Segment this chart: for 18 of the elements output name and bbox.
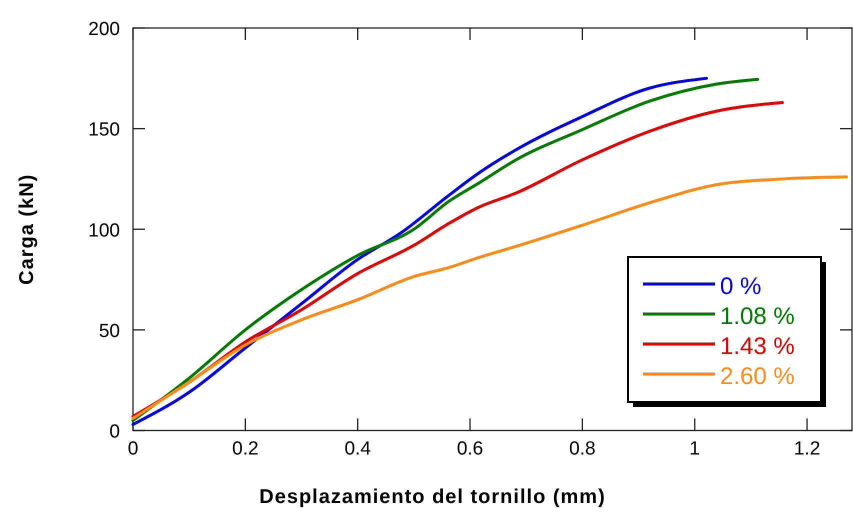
legend-label: 1.43 % bbox=[720, 333, 795, 360]
x-tick-label: 1 bbox=[689, 438, 700, 460]
x-tick-label: 0.8 bbox=[569, 438, 596, 460]
x-tick-label: 0.4 bbox=[344, 438, 372, 460]
y-axis-title: Carga (kN) bbox=[16, 174, 38, 285]
x-axis-title: Desplazamiento del tornillo (mm) bbox=[259, 486, 606, 508]
y-tick-label: 0 bbox=[109, 422, 120, 442]
x-tick-label: 0.2 bbox=[232, 438, 259, 460]
y-tick-label: 100 bbox=[88, 220, 120, 242]
y-tick-label: 50 bbox=[98, 320, 120, 342]
legend-label: 1.08 % bbox=[720, 303, 795, 330]
x-tick-label: 1.2 bbox=[794, 438, 820, 460]
legend-label: 0 % bbox=[720, 273, 762, 300]
legend-label: 2.60 % bbox=[720, 363, 795, 390]
x-tick-label: 0.6 bbox=[456, 438, 484, 460]
x-tick-label: 0 bbox=[128, 438, 138, 460]
y-tick-label: 200 bbox=[88, 19, 120, 40]
y-tick-label: 150 bbox=[88, 120, 120, 141]
